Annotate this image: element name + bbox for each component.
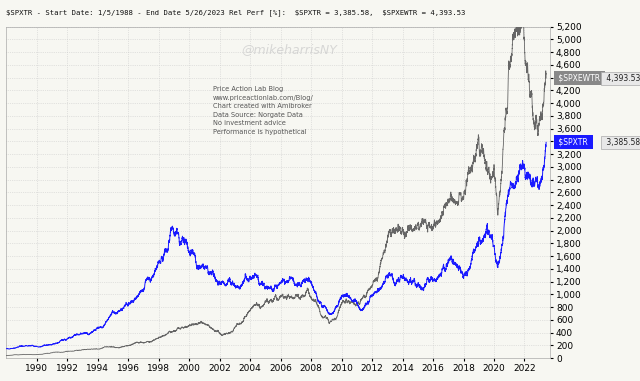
Text: $SPXTR: $SPXTR	[556, 138, 590, 147]
Text: 4,393.53: 4,393.53	[604, 74, 640, 83]
Text: Price Action Lab Blog
www.priceactionlab.com/Blog/
Chart created with Amibroker
: Price Action Lab Blog www.priceactionlab…	[213, 86, 314, 135]
Text: @mikeharrisNY: @mikeharrisNY	[241, 43, 337, 56]
Text: 3,385.58: 3,385.58	[604, 138, 640, 147]
Text: $SPXTR - Start Date: 1/5/1988 - End Date 5/26/2023 Rel Perf [%]:  $SPXTR = 3,385: $SPXTR - Start Date: 1/5/1988 - End Date…	[6, 10, 466, 16]
Text: $SPXEWTR: $SPXEWTR	[556, 74, 603, 83]
